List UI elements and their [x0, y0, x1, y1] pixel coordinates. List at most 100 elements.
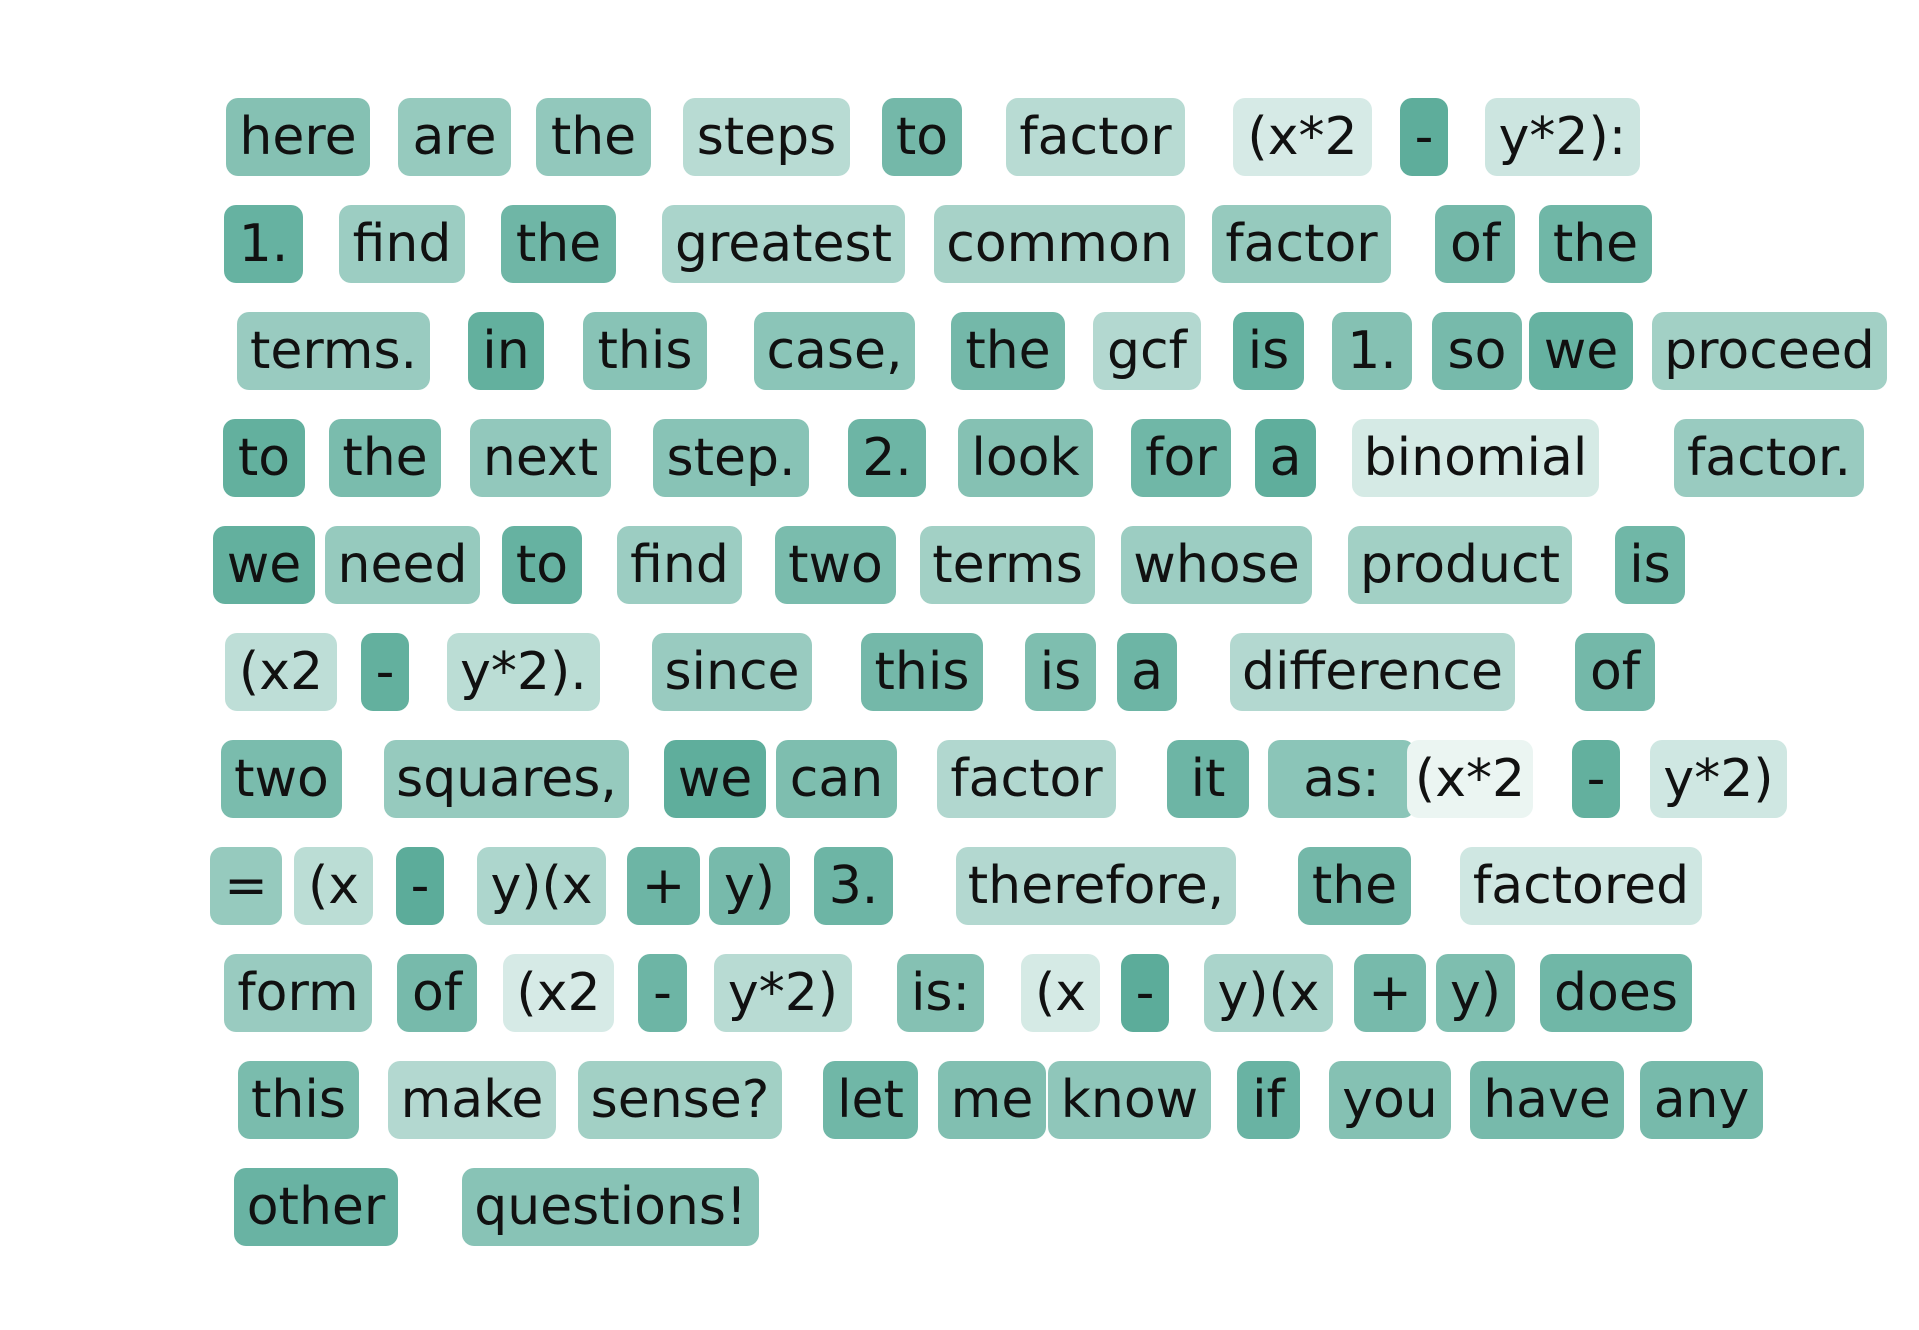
token-chip: (x2: [225, 633, 337, 711]
token-chip: y)(x: [1204, 954, 1333, 1032]
token-chip: 1.: [224, 205, 303, 283]
token-chip: know: [1048, 1061, 1211, 1139]
token-chip: +: [627, 847, 700, 925]
token-chip: y*2): [1650, 740, 1787, 818]
token-chip: find: [339, 205, 465, 283]
token-chip: so: [1432, 312, 1522, 390]
token-chip: let: [823, 1061, 918, 1139]
token-chip: is: [1233, 312, 1304, 390]
token-chip: are: [398, 98, 511, 176]
token-chip: to: [223, 419, 305, 497]
token-chip: 2.: [848, 419, 926, 497]
token-line: 1. find the greatest common factor of the: [0, 205, 1919, 283]
token-chip: to: [502, 526, 582, 604]
token-chip: gcf: [1093, 312, 1201, 390]
token-chip: in: [468, 312, 544, 390]
token-chip: is:: [897, 954, 984, 1032]
token-chip: does: [1540, 954, 1692, 1032]
token-chip: you: [1329, 1061, 1451, 1139]
token-chip: any: [1640, 1061, 1763, 1139]
token-chip: have: [1470, 1061, 1624, 1139]
token-chip: a: [1117, 633, 1177, 711]
token-chip: y*2).: [447, 633, 600, 711]
token-chip: (x*2: [1233, 98, 1372, 176]
token-chip: common: [934, 205, 1185, 283]
token-chip: -: [1572, 740, 1620, 818]
token-chip: factor: [1212, 205, 1391, 283]
token-chip: this: [861, 633, 983, 711]
token-chip: y*2):: [1485, 98, 1640, 176]
token-chip: we: [213, 526, 315, 604]
token-chip: proceed: [1652, 312, 1887, 390]
token-chip: as:: [1268, 740, 1415, 818]
token-chip: of: [1575, 633, 1655, 711]
token-line: other questions!: [0, 1168, 1919, 1246]
token-chip: since: [652, 633, 812, 711]
token-chip: can: [776, 740, 897, 818]
token-chip: -: [638, 954, 687, 1032]
token-chip: (x2: [503, 954, 614, 1032]
token-chip: a: [1255, 419, 1316, 497]
token-chip: the: [501, 205, 616, 283]
token-chip: therefore,: [956, 847, 1236, 925]
token-chip: if: [1237, 1061, 1300, 1139]
token-chip: other: [234, 1168, 398, 1246]
token-chip: me: [938, 1061, 1046, 1139]
token-line: this make sense? let me know if you have any: [0, 1061, 1919, 1139]
token-chip: this: [583, 312, 707, 390]
token-line: here are the steps to factor (x*2- y*2):: [0, 98, 1919, 176]
token-chip: is: [1025, 633, 1096, 711]
token-chip: the: [329, 419, 441, 497]
token-chip: product: [1348, 526, 1572, 604]
token-chip: greatest: [662, 205, 905, 283]
token-chip: =: [210, 847, 282, 925]
token-line: to the next step. 2. look for a binomial factor.: [0, 419, 1919, 497]
token-chip: +: [1354, 954, 1426, 1032]
token-chip: 1.: [1332, 312, 1412, 390]
token-chip: y)(x: [477, 847, 606, 925]
token-chip: y): [1436, 954, 1515, 1032]
token-line: terms. in this case, the gcf is 1. so we proceed: [0, 312, 1919, 390]
token-chip: we: [1529, 312, 1633, 390]
token-chip: find: [617, 526, 742, 604]
token-chip: case,: [754, 312, 915, 390]
token-chip: questions!: [462, 1168, 759, 1246]
token-chip: (x: [294, 847, 373, 925]
token-chip: 3.: [814, 847, 893, 925]
token-chip: factored: [1460, 847, 1702, 925]
token-chip: -: [1121, 954, 1169, 1032]
token-chip: factor: [937, 740, 1116, 818]
token-chip: this: [238, 1061, 359, 1139]
token-chip: next: [470, 419, 611, 497]
token-line: (x2- y*2). since this is a difference of: [0, 633, 1919, 711]
token-chip: -: [1400, 98, 1448, 176]
token-chip: the: [951, 312, 1065, 390]
token-chip: of: [397, 954, 477, 1032]
token-chip: difference: [1230, 633, 1515, 711]
token-chip: we: [664, 740, 766, 818]
token-line: we need to find two terms whose product is: [0, 526, 1919, 604]
token-chip: sense?: [578, 1061, 782, 1139]
token-chip: the: [1539, 205, 1652, 283]
token-chip: factor.: [1674, 419, 1864, 497]
token-chip: of: [1435, 205, 1515, 283]
token-chip: y*2): [714, 954, 852, 1032]
token-chip: two: [775, 526, 896, 604]
token-chip: whose: [1121, 526, 1312, 604]
token-chip: to: [882, 98, 962, 176]
token-chip: y): [709, 847, 790, 925]
token-chip: factor: [1006, 98, 1185, 176]
token-line: form of (x2- y*2) is: (x - y)(x + y) does: [0, 954, 1919, 1032]
token-chip: binomial: [1352, 419, 1599, 497]
token-chip: is: [1615, 526, 1685, 604]
token-chip: make: [388, 1061, 556, 1139]
token-chip: the: [1298, 847, 1411, 925]
token-chip: here: [226, 98, 370, 176]
token-chip: need: [325, 526, 480, 604]
token-chip: (x*2: [1407, 740, 1533, 818]
token-chip: look: [958, 419, 1093, 497]
token-chip: it: [1167, 740, 1249, 818]
token-chip: two: [221, 740, 342, 818]
token-chip: form: [224, 954, 372, 1032]
